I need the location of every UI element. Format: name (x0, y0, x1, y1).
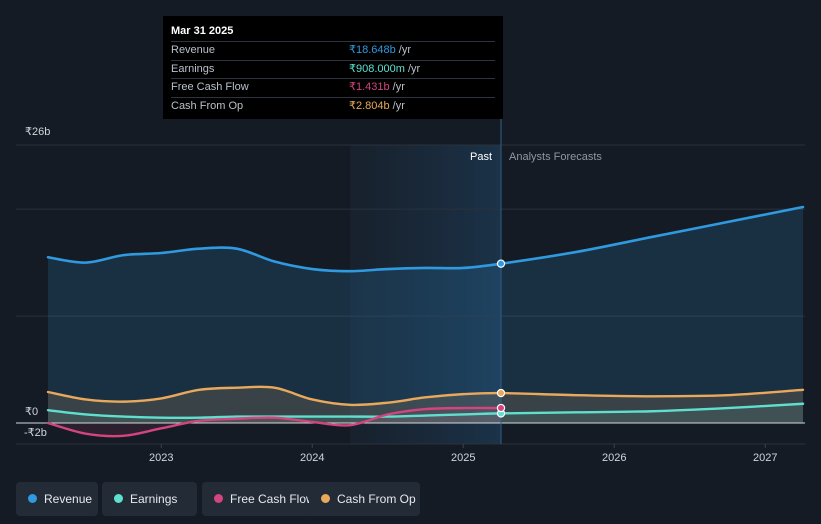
legend-item-revenue[interactable]: Revenue (16, 482, 98, 516)
legend-label: Revenue (44, 492, 93, 506)
legend-item-cash-from-op[interactable]: Cash From Op (309, 482, 420, 516)
data-point-revenue (496, 259, 506, 268)
tooltip-unit: /yr (398, 44, 411, 56)
tooltip-value: ₹2.804b (349, 99, 390, 112)
x-tick-label: 2024 (300, 452, 324, 464)
tooltip-label: Cash From Op (171, 99, 244, 112)
data-point-cash-from-op (496, 388, 506, 398)
tooltip-value: ₹908.000m (349, 62, 405, 75)
tooltip-unit: /yr (392, 99, 405, 112)
series-line-earnings (46, 402, 805, 419)
area-revenue (48, 207, 803, 423)
legend-dot-icon (321, 494, 330, 503)
tooltip-unit: /yr (392, 81, 405, 93)
legend-item-earnings[interactable]: Earnings (102, 482, 197, 516)
tooltip-value: ₹1.431b (349, 81, 390, 93)
tooltip-unit: /yr (407, 62, 421, 75)
tooltip-date: Mar 31 2025 (171, 25, 234, 37)
series-line-revenue (46, 205, 805, 273)
x-tick-label: 2027 (753, 452, 777, 464)
legend-label: Cash From Op (337, 492, 416, 506)
x-tick-label: 2026 (602, 452, 626, 464)
tooltip-label: Revenue (171, 44, 216, 56)
data-tooltip: Mar 31 2025 Revenue ₹18.648b/yr Earnings… (163, 16, 503, 119)
x-tick-label: 2025 (451, 452, 475, 464)
series-line-free-cash-flow (46, 406, 503, 438)
tooltip-row-earnings: Earnings ₹908.000m/yr (171, 59, 495, 79)
tooltip-row-free-cash-flow: Free Cash Flow ₹1.431b/yr (171, 78, 495, 97)
y-tick-label: ₹0 (25, 406, 38, 418)
series-line-cash-from-op (46, 385, 805, 407)
tooltip-row-revenue: Revenue ₹18.648b/yr (171, 41, 495, 60)
legend-item-free-cash-flow[interactable]: Free Cash Flow (202, 482, 320, 516)
tooltip-label: Free Cash Flow (171, 81, 249, 93)
y-tick-label: ₹26b (25, 126, 50, 138)
x-tick-label: 2023 (149, 452, 173, 464)
legend-dot-icon (28, 494, 37, 503)
tooltip-row-cash-from-op: Cash From Op ₹2.804b/yr (171, 96, 495, 116)
tooltip-label: Earnings (171, 62, 215, 75)
area-cash-from-op (48, 386, 803, 423)
forecast-label: Analysts Forecasts (509, 151, 602, 163)
y-tick-label: -₹2b (24, 427, 47, 439)
past-label: Past (470, 151, 492, 163)
data-point-free-cash-flow (496, 403, 506, 413)
legend-dot-icon (114, 494, 123, 503)
legend-label: Free Cash Flow (230, 492, 315, 506)
legend-label: Earnings (130, 492, 178, 506)
tooltip-value: ₹18.648b (349, 44, 396, 56)
legend-dot-icon (214, 494, 223, 503)
